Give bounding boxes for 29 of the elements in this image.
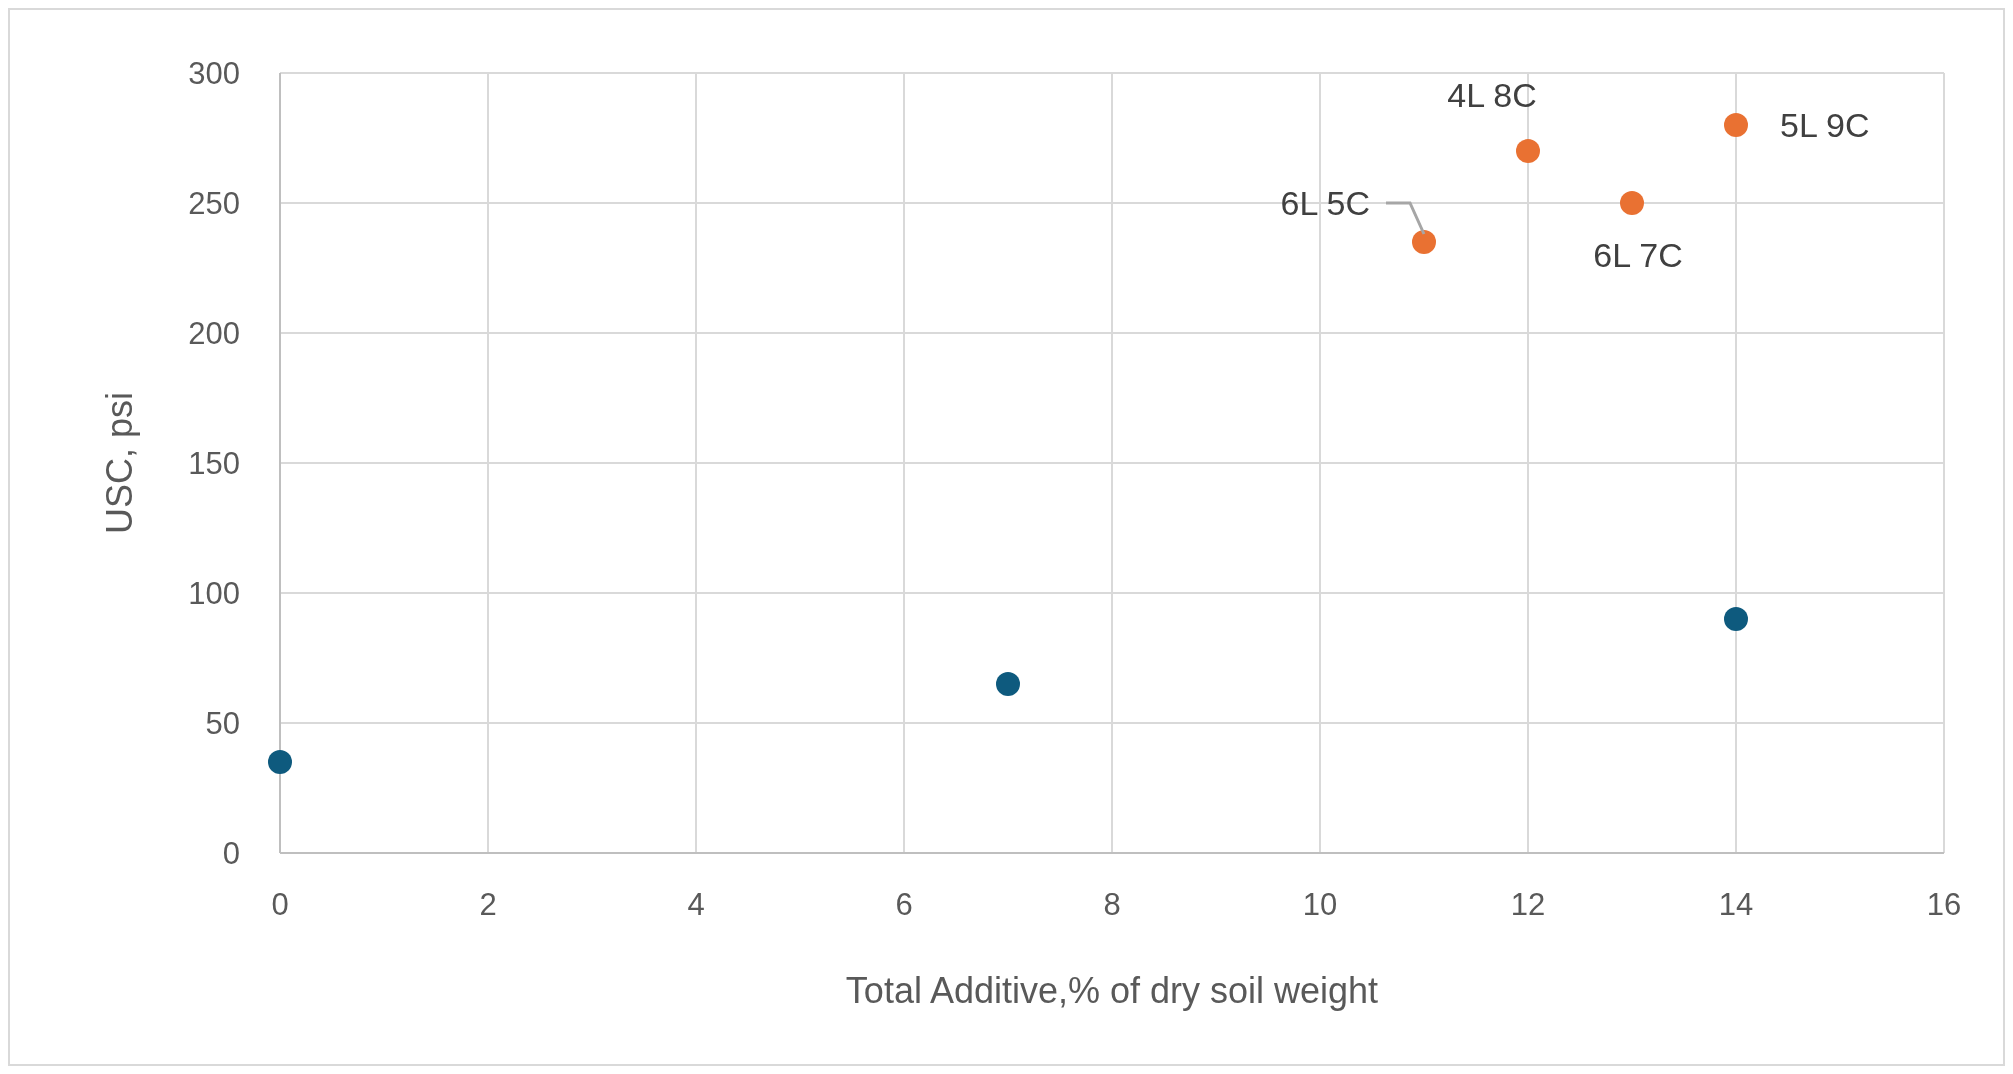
x-tick-label: 6 <box>895 887 913 922</box>
point <box>1516 139 1540 163</box>
y-tick-label: 150 <box>188 446 240 481</box>
y-tick-label: 50 <box>205 706 240 741</box>
x-tick-label: 8 <box>1103 887 1121 922</box>
y-tick-label: 250 <box>188 186 240 221</box>
annotation: 5L 9C <box>1780 106 1870 144</box>
y-tick-label: 0 <box>222 836 240 871</box>
x-tick-label: 4 <box>687 887 705 922</box>
annotation: 4L 8C <box>1447 76 1537 114</box>
x-tick-label: 0 <box>271 887 289 922</box>
point <box>1724 113 1748 137</box>
annotation: 6L 5C <box>1280 184 1370 222</box>
x-tick-label: 14 <box>1718 887 1754 922</box>
y-tick-label: 300 <box>188 56 240 91</box>
point <box>1724 607 1748 631</box>
x-tick-label: 12 <box>1510 887 1546 922</box>
x-tick-label: 10 <box>1302 887 1338 922</box>
annotation: 6L 7C <box>1593 236 1683 274</box>
x-tick-label: 16 <box>1926 887 1962 922</box>
y-axis-title: USC, psi <box>99 391 140 535</box>
y-tick-label: 200 <box>188 316 240 351</box>
point <box>1620 191 1644 215</box>
x-axis-title: Total Additive,% of dry soil weight <box>845 970 1379 1011</box>
point <box>268 750 292 774</box>
point <box>1412 230 1436 254</box>
x-tick-label: 2 <box>479 887 497 922</box>
point <box>996 672 1020 696</box>
y-tick-label: 100 <box>188 576 240 611</box>
